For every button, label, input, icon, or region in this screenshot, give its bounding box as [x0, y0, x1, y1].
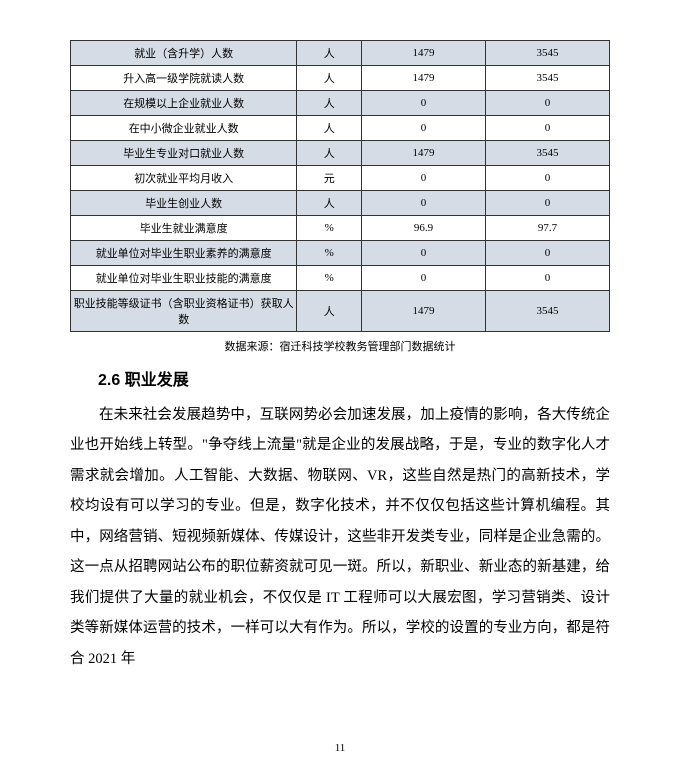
table-row: 在中小微企业就业人数人00 [71, 116, 610, 141]
table-row: 就业单位对毕业生职业技能的满意度%00 [71, 266, 610, 291]
table-cell: 人 [297, 91, 362, 116]
table-row: 就业（含升学）人数人14793545 [71, 41, 610, 66]
table-cell: 3545 [486, 141, 610, 166]
table-cell: 0 [362, 91, 486, 116]
table-cell: 毕业生就业满意度 [71, 216, 297, 241]
table-cell: 人 [297, 141, 362, 166]
table-cell: 0 [362, 191, 486, 216]
table-cell: 3545 [486, 41, 610, 66]
table-cell: 人 [297, 116, 362, 141]
table-cell: 0 [362, 266, 486, 291]
table-cell: 3545 [486, 291, 610, 332]
table-cell: 在规模以上企业就业人数 [71, 91, 297, 116]
table-cell: 0 [486, 91, 610, 116]
table-cell: 就业（含升学）人数 [71, 41, 297, 66]
table-row: 毕业生创业人数人00 [71, 191, 610, 216]
table-cell: 0 [486, 266, 610, 291]
table-cell: 96.9 [362, 216, 486, 241]
table-caption: 数据来源：宿迁科技学校教务管理部门数据统计 [70, 338, 610, 354]
table-cell: 元 [297, 166, 362, 191]
table-cell: 0 [362, 166, 486, 191]
table-cell: 0 [486, 241, 610, 266]
table-cell: 0 [362, 241, 486, 266]
body-paragraph: 在未来社会发展趋势中，互联网势必会加速发展，加上疫情的影响，各大传统企业也开始线… [70, 400, 610, 674]
page-number: 11 [0, 742, 680, 754]
table-row: 升入高一级学院就读人数人14793545 [71, 66, 610, 91]
table-row: 职业技能等级证书（含职业资格证书）获取人数人14793545 [71, 291, 610, 332]
table-cell: 初次就业平均月收入 [71, 166, 297, 191]
table-cell: 1479 [362, 141, 486, 166]
table-cell: 1479 [362, 41, 486, 66]
table-row: 就业单位对毕业生职业素养的满意度%00 [71, 241, 610, 266]
table-cell: 升入高一级学院就读人数 [71, 66, 297, 91]
table-cell: 97.7 [486, 216, 610, 241]
table-cell: 人 [297, 191, 362, 216]
table-cell: 1479 [362, 291, 486, 332]
table-cell: 职业技能等级证书（含职业资格证书）获取人数 [71, 291, 297, 332]
table-row: 毕业生就业满意度%96.997.7 [71, 216, 610, 241]
table-cell: 在中小微企业就业人数 [71, 116, 297, 141]
section-heading: 2.6 职业发展 [98, 366, 610, 390]
table-cell: 0 [486, 166, 610, 191]
table-cell: 就业单位对毕业生职业技能的满意度 [71, 266, 297, 291]
table-cell: 0 [486, 116, 610, 141]
table-row: 初次就业平均月收入元00 [71, 166, 610, 191]
table-cell: % [297, 266, 362, 291]
table-cell: 毕业生专业对口就业人数 [71, 141, 297, 166]
table-cell: 0 [486, 191, 610, 216]
table-row: 在规模以上企业就业人数人00 [71, 91, 610, 116]
table-cell: 人 [297, 41, 362, 66]
table-cell: 0 [362, 116, 486, 141]
table-cell: % [297, 241, 362, 266]
table-cell: 毕业生创业人数 [71, 191, 297, 216]
table-cell: 人 [297, 66, 362, 91]
table-row: 毕业生专业对口就业人数人14793545 [71, 141, 610, 166]
table-cell: 1479 [362, 66, 486, 91]
table-cell: 人 [297, 291, 362, 332]
table-cell: % [297, 216, 362, 241]
table-cell: 就业单位对毕业生职业素养的满意度 [71, 241, 297, 266]
table-body: 就业（含升学）人数人14793545升入高一级学院就读人数人14793545在规… [71, 41, 610, 332]
statistics-table: 就业（含升学）人数人14793545升入高一级学院就读人数人14793545在规… [70, 40, 610, 332]
table-cell: 3545 [486, 66, 610, 91]
